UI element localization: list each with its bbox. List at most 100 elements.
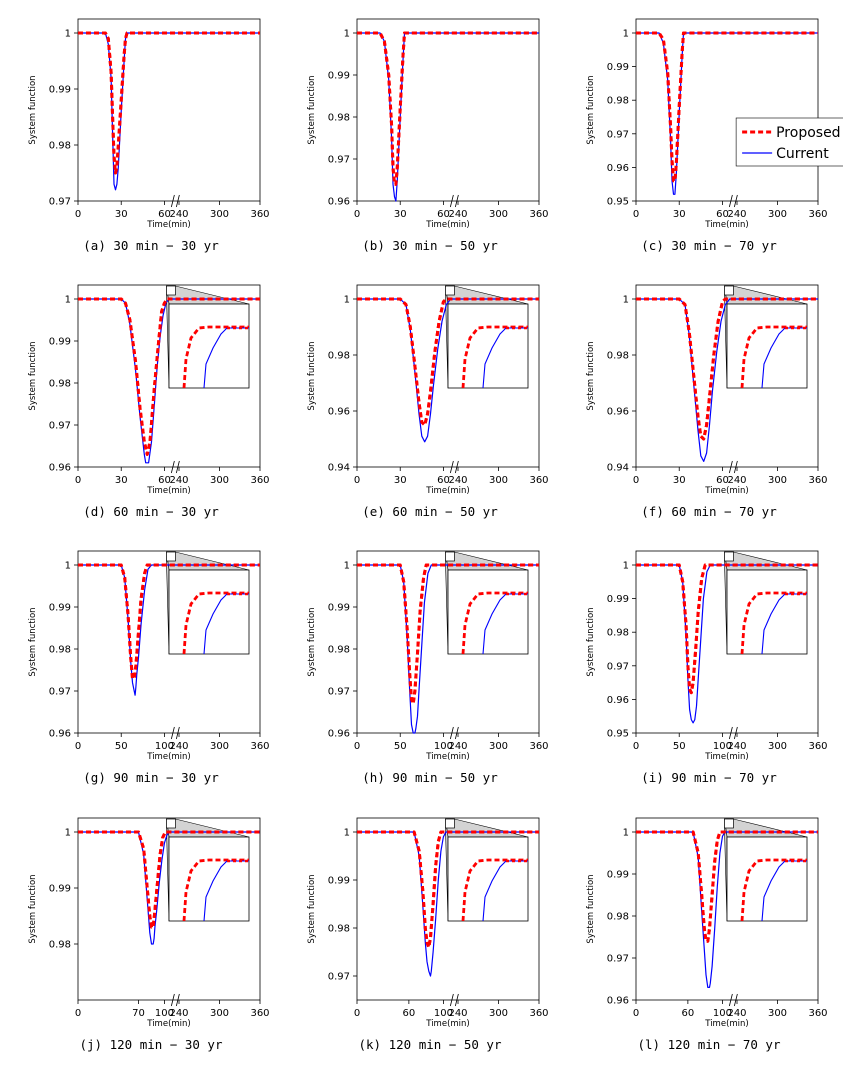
x-tick-label: 300 (489, 209, 508, 220)
x-tick-label: 240 (727, 1008, 746, 1019)
y-tick-label: 0.97 (328, 687, 350, 698)
series-proposed-line (357, 830, 539, 949)
y-axis-label: System function (28, 607, 38, 676)
legend-box (735, 117, 843, 167)
x-tick-label: 0 (354, 1008, 360, 1019)
y-tick-label: 0.97 (49, 687, 71, 698)
y-axis-label: System function (307, 874, 317, 943)
axis-break-mark (728, 726, 738, 740)
series-proposed-line (636, 830, 818, 943)
y-tick-label: 0.96 (607, 695, 629, 706)
axis-break-line (175, 993, 180, 1007)
zoom-source-box (166, 551, 176, 562)
zoom-inset (445, 285, 529, 389)
zoom-inset (724, 285, 808, 389)
y-axis-label: System function (586, 874, 596, 943)
plot-frame (77, 550, 261, 734)
zoom-inset-box (168, 836, 250, 922)
x-tick-label: 60 (403, 1008, 416, 1019)
x-axis-label: Time(min) (146, 486, 190, 496)
y-tick-label: 1 (65, 295, 71, 306)
zoom-connector (166, 818, 250, 838)
y-tick-label: 0.99 (49, 85, 71, 96)
series-proposed-line (78, 297, 260, 456)
zoom-connector (166, 285, 250, 305)
series-proposed-line (78, 563, 260, 680)
y-tick-label: 0.99 (328, 71, 350, 82)
y-tick-label: 0.98 (49, 645, 71, 656)
series-current-line (78, 32, 260, 191)
legend-proposed-label: Proposed (776, 125, 840, 141)
x-tick-label: 300 (210, 475, 229, 486)
x-tick-label: 240 (169, 209, 188, 220)
plot-frame (635, 550, 819, 734)
x-tick-label: 300 (768, 209, 787, 220)
x-tick-label: 0 (633, 1008, 639, 1019)
x-tick-label: 300 (768, 741, 787, 752)
legend: Proposed Current (735, 117, 843, 167)
axis-break-mark (449, 726, 459, 740)
series-proposed-line (357, 31, 539, 186)
y-tick-label: 1 (623, 295, 629, 306)
y-axis-label: System function (307, 341, 317, 410)
chart-caption: (e) 60 min − 50 yr (362, 504, 498, 519)
zoom-proposed-line (740, 591, 807, 655)
y-tick-label: 0.96 (328, 197, 350, 208)
chart-caption: (j) 120 min − 30 yr (80, 1037, 223, 1052)
x-tick-label: 30 (394, 475, 407, 486)
axis-break-line (175, 460, 180, 474)
x-tick-label: 300 (768, 1008, 787, 1019)
y-tick-label: 0.95 (607, 729, 629, 740)
zoom-source-box (724, 818, 734, 829)
x-tick-label: 30 (673, 209, 686, 220)
x-axis-label: Time(min) (146, 752, 190, 762)
x-tick-label: 0 (354, 741, 360, 752)
axis-break-line (454, 194, 459, 208)
axis-break-line (170, 460, 175, 474)
zoom-source-box (445, 285, 455, 296)
x-tick-label: 300 (768, 475, 787, 486)
series-current-line (357, 32, 539, 202)
y-tick-label: 0.97 (328, 972, 350, 983)
series-proposed-line (357, 31, 539, 186)
chart-caption: (c) 30 min − 70 yr (641, 238, 777, 253)
y-tick-label: 0.97 (328, 155, 350, 166)
plot-frame (356, 550, 540, 734)
x-tick-label: 240 (169, 1008, 188, 1019)
x-axis-label: Time(min) (146, 220, 190, 230)
x-tick-label: 0 (633, 209, 639, 220)
axis-break-line (733, 460, 738, 474)
y-tick-label: 1 (344, 561, 350, 572)
x-tick-label: 100 (434, 1008, 453, 1019)
chart-caption: (h) 90 min − 50 yr (362, 770, 498, 785)
x-axis-label: Time(min) (425, 752, 469, 762)
axis-break-mark (728, 194, 738, 208)
y-tick-label: 1 (623, 561, 629, 572)
zoom-current-line (482, 860, 528, 922)
y-tick-label: 0.97 (49, 197, 71, 208)
axis-break-line (449, 726, 454, 740)
x-tick-label: 100 (155, 741, 174, 752)
y-tick-label: 0.98 (328, 113, 350, 124)
y-tick-label: 0.99 (328, 603, 350, 614)
zoom-proposed-line (182, 858, 249, 922)
zoom-connector (724, 818, 808, 838)
series-proposed-line (636, 31, 818, 183)
zoom-proposed-line (182, 325, 249, 389)
axis-break-line (728, 726, 733, 740)
x-tick-label: 360 (808, 1008, 827, 1019)
axis-break-line (170, 993, 175, 1007)
zoom-proposed-line (461, 858, 528, 922)
axis-break-mark (449, 993, 459, 1007)
y-tick-label: 0.98 (49, 940, 71, 951)
zoom-inset (166, 551, 250, 655)
x-tick-label: 0 (633, 475, 639, 486)
axis-break-mark (170, 460, 180, 474)
y-tick-label: 0.98 (328, 351, 350, 362)
y-tick-label: 0.99 (49, 884, 71, 895)
chart-caption: (a) 30 min − 30 yr (83, 238, 219, 253)
zoom-connector (724, 551, 808, 571)
zoom-inset (166, 818, 250, 922)
